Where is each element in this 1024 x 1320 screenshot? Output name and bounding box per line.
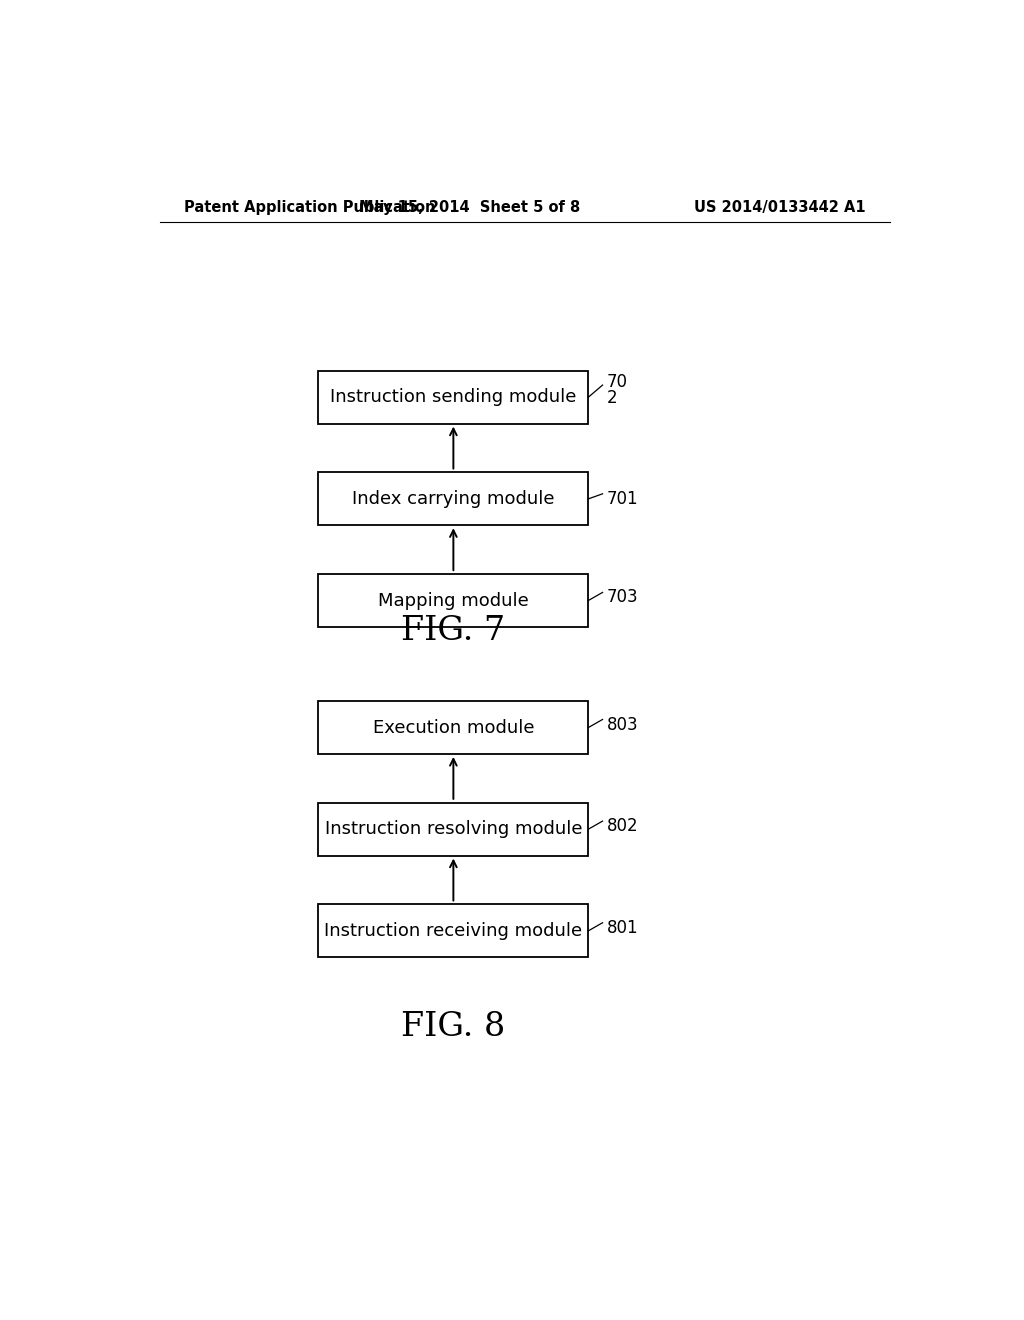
Text: Instruction receiving module: Instruction receiving module [325, 921, 583, 940]
Text: 70
2: 70 2 [606, 372, 628, 408]
FancyBboxPatch shape [318, 574, 588, 627]
Text: Execution module: Execution module [373, 718, 535, 737]
FancyBboxPatch shape [318, 904, 588, 957]
Text: FIG. 7: FIG. 7 [401, 615, 506, 647]
Text: FIG. 8: FIG. 8 [401, 1011, 506, 1043]
Text: Patent Application Publication: Patent Application Publication [183, 199, 435, 215]
Text: Instruction sending module: Instruction sending module [330, 388, 577, 407]
Text: Instruction resolving module: Instruction resolving module [325, 820, 582, 838]
Text: May 15, 2014  Sheet 5 of 8: May 15, 2014 Sheet 5 of 8 [358, 199, 580, 215]
Text: 701: 701 [606, 490, 638, 508]
FancyBboxPatch shape [318, 473, 588, 525]
Text: 803: 803 [606, 715, 638, 734]
FancyBboxPatch shape [318, 803, 588, 855]
FancyBboxPatch shape [318, 371, 588, 424]
Text: 802: 802 [606, 817, 638, 836]
Text: 703: 703 [606, 589, 638, 606]
Text: Mapping module: Mapping module [378, 591, 528, 610]
FancyBboxPatch shape [318, 701, 588, 754]
Text: 801: 801 [606, 919, 638, 937]
Text: US 2014/0133442 A1: US 2014/0133442 A1 [694, 199, 866, 215]
Text: Index carrying module: Index carrying module [352, 490, 555, 508]
